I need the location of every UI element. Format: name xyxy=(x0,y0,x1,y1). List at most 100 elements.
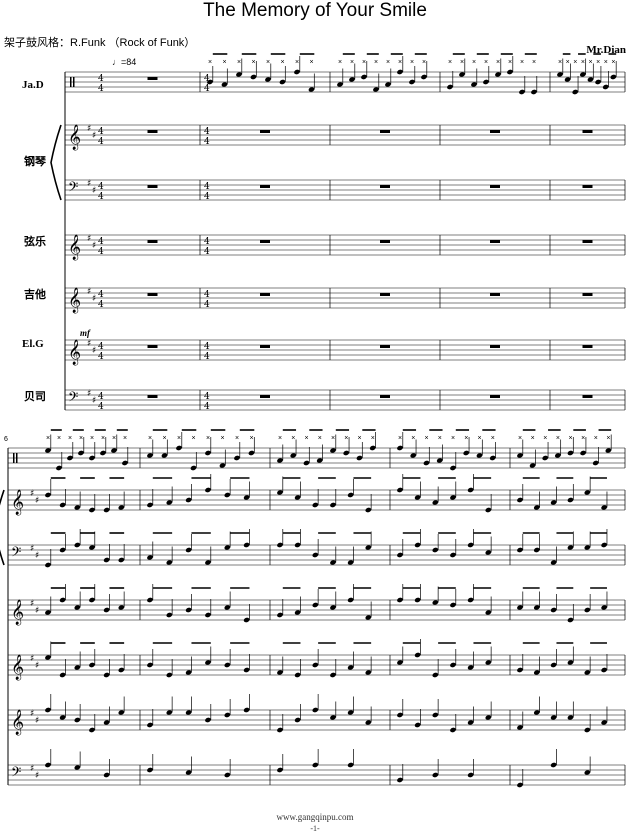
note-head xyxy=(185,497,192,503)
time-signature: 4 xyxy=(204,137,210,147)
time-signature: 4 xyxy=(98,237,104,247)
hihat-note: × xyxy=(221,435,225,442)
percussion-clef-icon xyxy=(70,77,72,87)
note-head xyxy=(166,612,173,618)
sharp-icon: ♯ xyxy=(92,294,96,304)
note-head xyxy=(89,455,95,461)
note-head xyxy=(550,715,557,720)
note-head xyxy=(224,492,231,498)
note-head xyxy=(277,727,283,733)
hihat-note: × xyxy=(573,59,577,66)
drum-style-note: 架子鼓风格：R.Funk （Rock of Funk） xyxy=(4,37,196,49)
note-head xyxy=(517,667,523,673)
note-head xyxy=(485,550,492,555)
sharp-icon: ♯ xyxy=(35,771,39,781)
note-head xyxy=(550,762,557,768)
note-head xyxy=(584,770,591,775)
time-signature: 4 xyxy=(98,84,104,94)
note-head xyxy=(397,69,403,75)
note-head xyxy=(463,450,470,456)
time-signature: 4 xyxy=(98,402,104,412)
whole-rest-icon xyxy=(147,345,158,348)
time-signature: 4 xyxy=(204,237,210,247)
note-head xyxy=(567,497,574,503)
hihat-note: × xyxy=(566,59,570,66)
sharp-icon: ♯ xyxy=(92,186,96,196)
note-head xyxy=(567,660,574,665)
note-head xyxy=(450,495,456,500)
hihat-note: × xyxy=(531,435,535,442)
treble-clef-icon: 𝄞 xyxy=(68,124,81,150)
bass-clef-icon: 𝄢 xyxy=(68,389,78,408)
note-head xyxy=(59,715,66,720)
note-head xyxy=(369,445,376,451)
note-head xyxy=(414,652,421,658)
hihat-note: × xyxy=(266,59,270,66)
note-head xyxy=(59,547,66,553)
hihat-note: × xyxy=(338,59,342,66)
sharp-icon: ♯ xyxy=(87,179,91,189)
note-head xyxy=(294,542,301,548)
hihat-note: × xyxy=(594,435,598,442)
note-head xyxy=(397,597,403,603)
note-head xyxy=(205,487,211,493)
note-head xyxy=(347,597,354,603)
note-head xyxy=(564,77,571,82)
percussion-clef-icon xyxy=(16,453,18,463)
whole-rest-icon xyxy=(490,240,500,243)
note-head xyxy=(572,89,579,95)
note-head xyxy=(236,72,242,77)
note-head xyxy=(250,74,257,80)
instrument-label-strings: 弦乐 xyxy=(24,236,46,248)
note-head xyxy=(224,545,231,550)
whole-rest-icon xyxy=(582,240,593,243)
hihat-note: × xyxy=(491,435,495,442)
whole-rest-icon xyxy=(260,185,270,188)
note-head xyxy=(550,500,557,505)
note-head xyxy=(347,710,354,715)
treble-clef-icon: 𝄞 xyxy=(11,654,24,680)
hihat-note: × xyxy=(589,59,593,66)
note-head xyxy=(312,502,319,508)
note-head xyxy=(224,605,231,610)
note-head xyxy=(330,715,336,720)
hihat-note: × xyxy=(581,435,585,442)
note-head xyxy=(533,505,540,510)
note-head xyxy=(219,463,226,468)
note-head xyxy=(45,655,51,660)
note-head xyxy=(166,560,173,565)
hihat-note: × xyxy=(235,435,239,442)
hihat-note: × xyxy=(422,59,426,66)
sharp-icon: ♯ xyxy=(30,654,34,664)
note-head xyxy=(45,492,51,498)
treble-clef-icon: 𝄞 xyxy=(68,339,81,365)
note-head xyxy=(397,487,403,493)
note-head xyxy=(592,460,599,466)
time-signature: 4 xyxy=(98,137,104,147)
whole-rest-icon xyxy=(582,345,593,348)
time-signature: 4 xyxy=(98,300,104,310)
sharp-icon: ♯ xyxy=(35,496,39,506)
note-head xyxy=(507,69,513,75)
note-head xyxy=(312,707,319,713)
whole-rest-icon xyxy=(582,185,593,188)
instrument-label-bass: 贝司 xyxy=(24,391,46,403)
sharp-icon: ♯ xyxy=(35,716,39,726)
time-signature: 4 xyxy=(98,247,104,257)
note-head xyxy=(277,458,283,463)
note-head xyxy=(147,453,153,458)
note-head xyxy=(365,670,372,675)
whole-rest-icon xyxy=(147,130,158,133)
note-head xyxy=(533,605,540,610)
time-signature: 4 xyxy=(98,342,104,352)
hihat-note: × xyxy=(386,59,390,66)
whole-rest-icon xyxy=(380,185,390,188)
note-head xyxy=(74,665,81,670)
hihat-note: × xyxy=(581,59,585,66)
time-signature: 4 xyxy=(98,127,104,137)
note-head xyxy=(74,605,81,610)
hihat-note: × xyxy=(101,435,105,442)
hihat-note: × xyxy=(448,59,452,66)
hihat-note: × xyxy=(496,59,500,66)
hihat-note: × xyxy=(438,435,442,442)
